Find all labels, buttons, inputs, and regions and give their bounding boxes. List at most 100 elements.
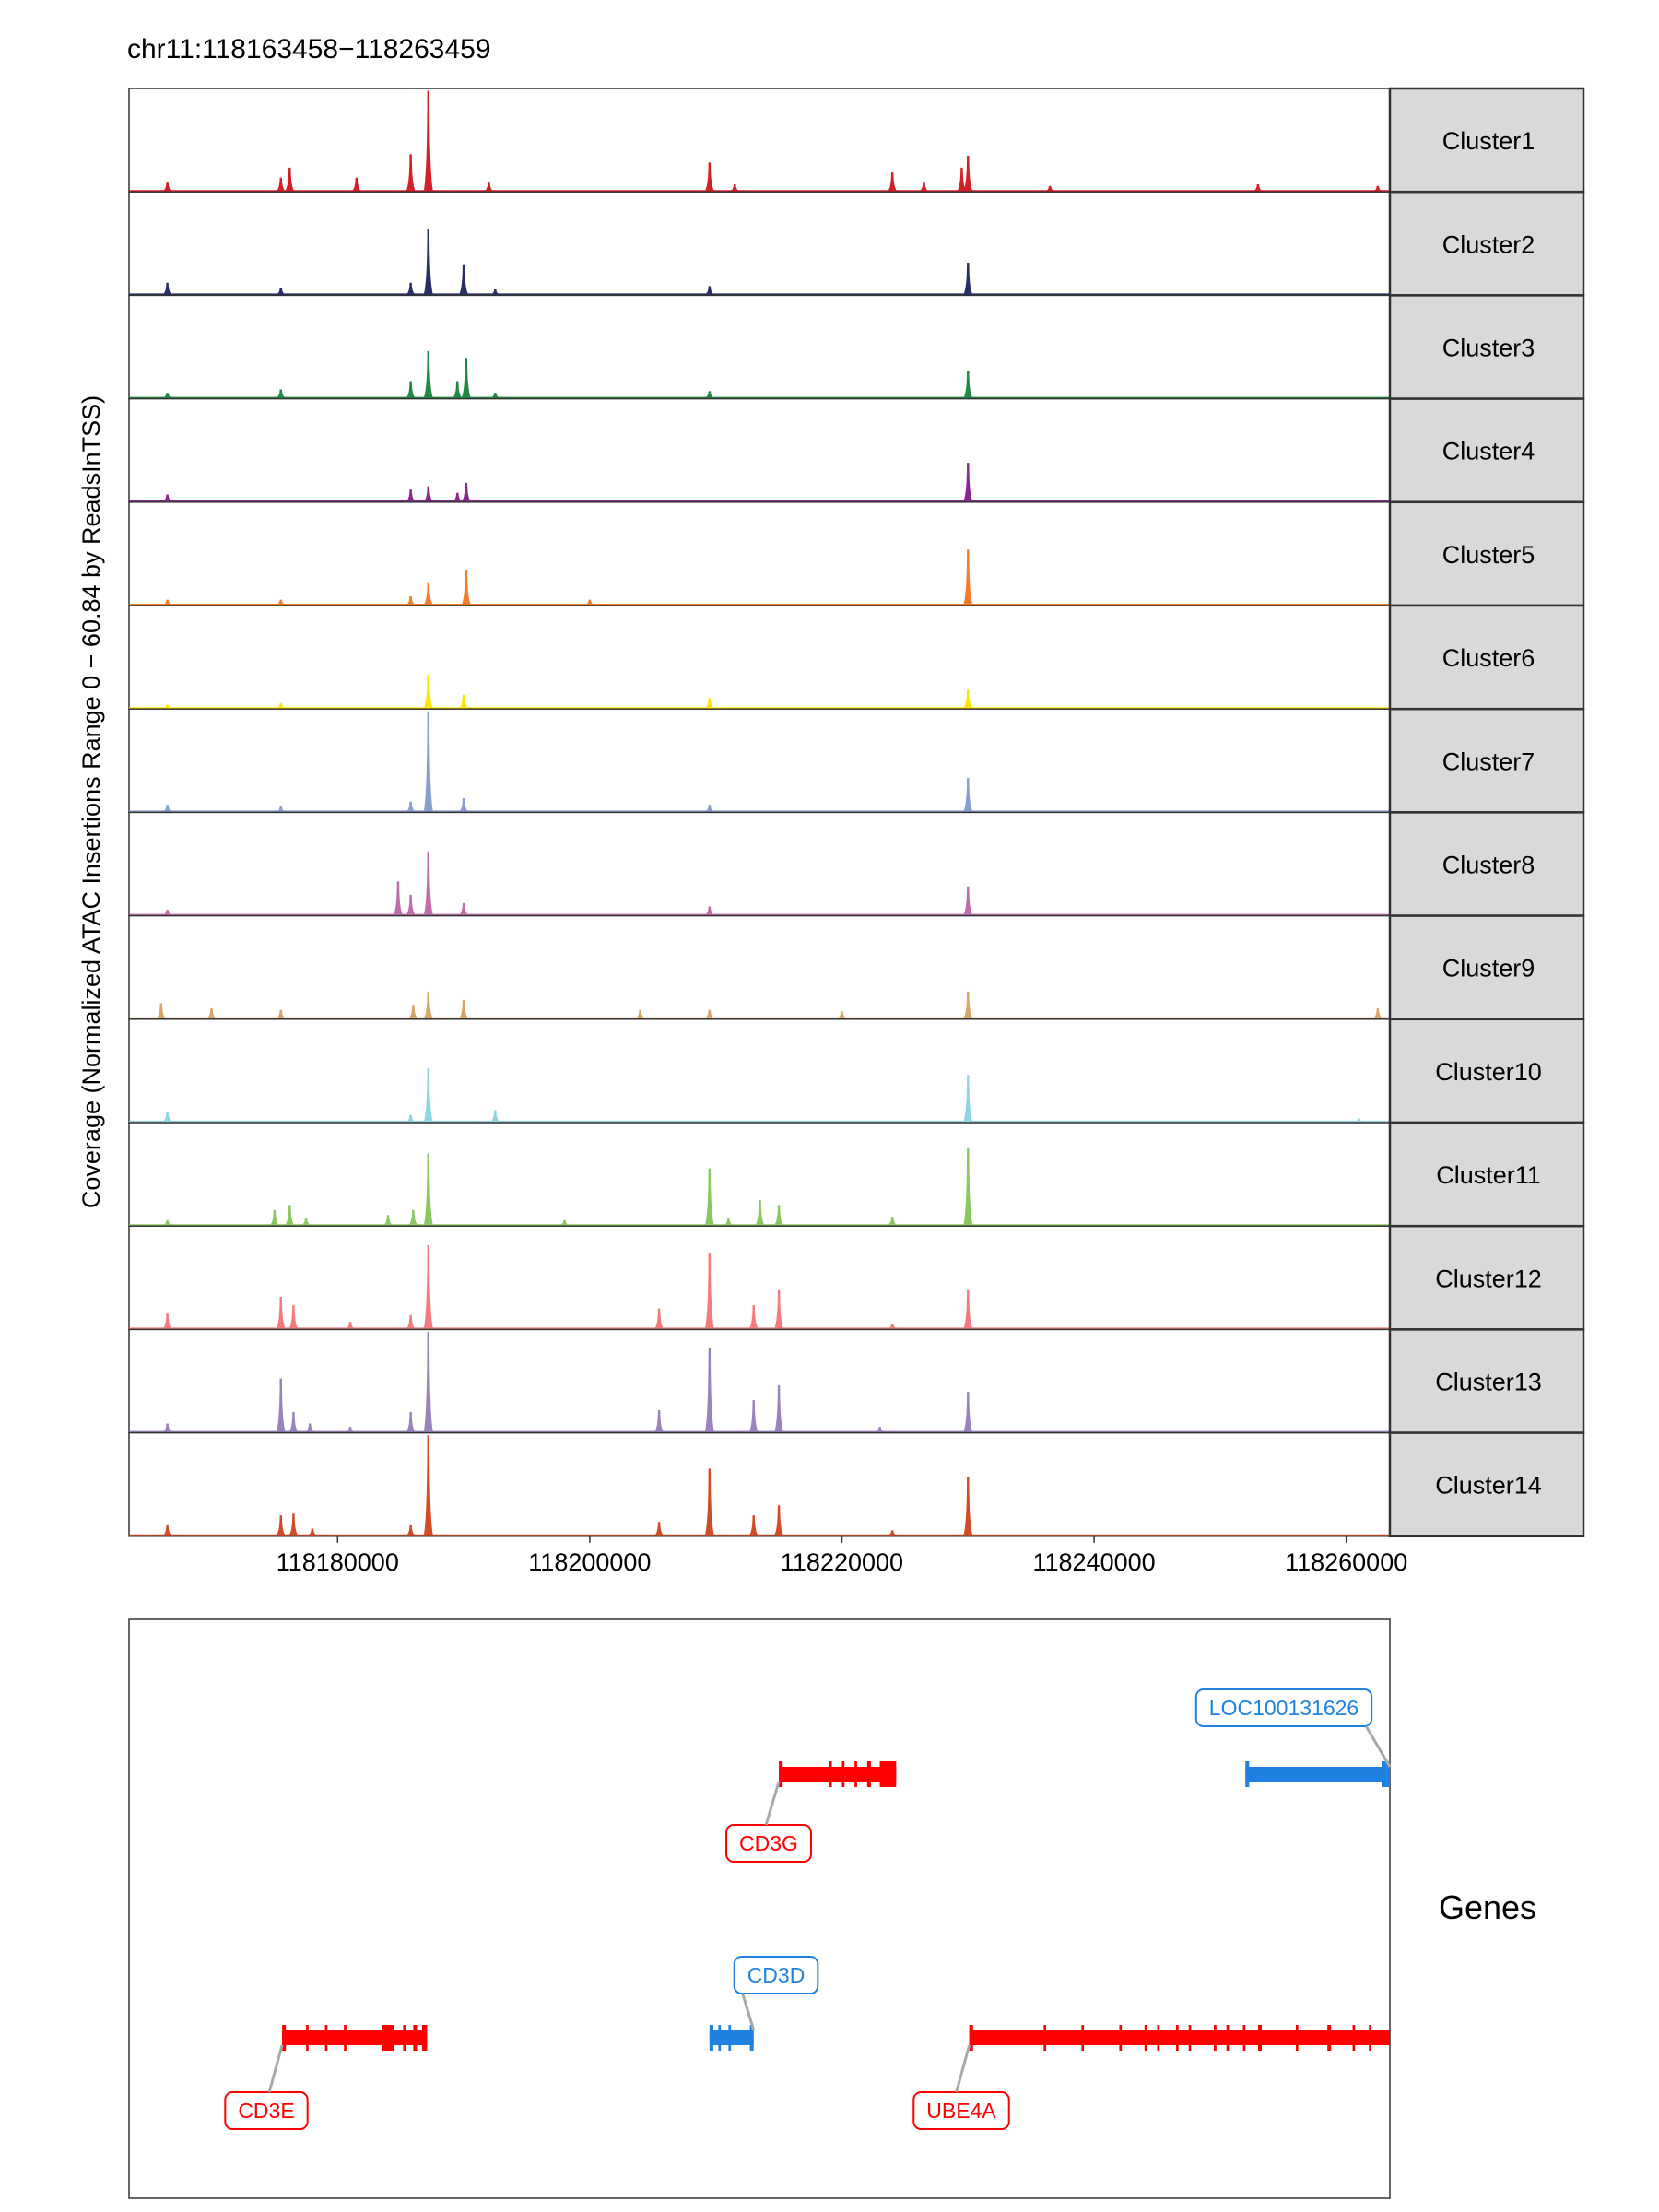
- coverage-peak: [301, 1218, 312, 1226]
- strip-label: Cluster4: [1442, 438, 1535, 465]
- strip-cluster7: [1388, 707, 1585, 814]
- coverage-peak: [162, 805, 172, 812]
- track-cluster12: Cluster12: [128, 1224, 1585, 1331]
- gene-body: [709, 2030, 754, 2045]
- gene-leader-line: [1364, 1725, 1392, 1768]
- strip-cluster9: [1388, 914, 1585, 1021]
- track-panel: [128, 1328, 1391, 1434]
- coverage-peak: [423, 1331, 433, 1432]
- gene-label-box: [912, 2091, 1010, 2130]
- strip-cluster14: [1388, 1431, 1585, 1538]
- coverage-peak: [307, 1528, 317, 1535]
- coverage-peak: [406, 1114, 416, 1122]
- coverage-peak: [704, 906, 714, 915]
- y-axis-label: Coverage (Normalized ATAC Insertions Ran…: [77, 395, 105, 1208]
- gene-exon: [1226, 2025, 1230, 2051]
- gene-exon: [1188, 2025, 1192, 2051]
- track-cluster4: Cluster4: [128, 397, 1585, 504]
- coverage-peak: [963, 991, 973, 1018]
- coverage-peak: [269, 1209, 279, 1226]
- coverage-peak: [459, 902, 469, 915]
- coverage-peak: [888, 1323, 898, 1329]
- coverage-peak: [276, 288, 286, 295]
- coverage-peak: [351, 177, 361, 192]
- coverage-peak: [704, 805, 714, 812]
- coverage-peak: [484, 182, 494, 192]
- coverage-peak: [423, 711, 433, 812]
- gene-label: CD3D: [747, 1963, 806, 1987]
- gene-loc100131626: LOC100131626: [1194, 1688, 1392, 1787]
- coverage-peak: [704, 391, 714, 398]
- track-cluster8: Cluster8: [128, 811, 1585, 917]
- gene-exon: [403, 2025, 406, 2051]
- coverage-peak: [276, 806, 286, 812]
- coverage-peak: [162, 282, 172, 295]
- coverage-peak: [276, 1378, 286, 1432]
- track-panel: [128, 501, 1391, 606]
- coverage-peak: [654, 1308, 665, 1329]
- coverage-peak: [888, 172, 898, 192]
- coverage-peak: [730, 183, 740, 192]
- gene-exon: [1381, 1761, 1390, 1787]
- gene-exon: [1176, 2025, 1179, 2051]
- coverage-peak: [285, 167, 295, 192]
- coverage-peak: [423, 851, 433, 915]
- gene-exon: [421, 2025, 428, 2051]
- strip-cluster2: [1388, 190, 1585, 297]
- strip-label: Cluster6: [1442, 644, 1535, 672]
- strip-label: Cluster10: [1435, 1058, 1542, 1086]
- track-panel: [128, 914, 1391, 1020]
- coverage-peak: [919, 182, 929, 192]
- gene-cd3d: CD3D: [709, 1956, 819, 2051]
- gene-exon: [1242, 2025, 1246, 2051]
- coverage-peak: [345, 1322, 355, 1329]
- x-tick-label: 118240000: [1033, 1548, 1156, 1576]
- coverage-peak: [406, 595, 416, 605]
- coverage-peak: [406, 801, 416, 812]
- coverage-peak: [393, 881, 403, 915]
- coverage-peak: [453, 381, 463, 398]
- track-cluster13: Cluster13: [128, 1328, 1585, 1434]
- coverage-peak: [963, 1392, 973, 1432]
- strip-label: Cluster14: [1435, 1472, 1542, 1500]
- gene-exon: [1369, 2025, 1372, 2051]
- coverage-peak: [206, 1007, 217, 1018]
- gene-exon: [282, 2025, 287, 2051]
- track-cluster7: Cluster7: [128, 707, 1585, 814]
- coverage-peak: [1372, 1007, 1382, 1018]
- coverage-peak: [423, 582, 433, 605]
- strip-cluster6: [1388, 604, 1585, 711]
- genes-panel: Genes LOC100131626 CD3G CD3D CD3E UBE4A: [128, 1618, 1536, 2199]
- coverage-peak: [423, 90, 433, 192]
- coverage-peak: [1354, 1118, 1364, 1122]
- coverage-peak: [345, 1427, 355, 1432]
- coverage-peak: [963, 689, 973, 709]
- coverage-peak: [459, 694, 469, 709]
- coverage-peak: [963, 778, 973, 812]
- coverage-peak: [423, 229, 433, 295]
- strip-label: Cluster3: [1442, 335, 1535, 362]
- coverage-peak: [459, 797, 469, 812]
- coverage-peak: [406, 894, 416, 915]
- coverage-peak: [774, 1289, 784, 1329]
- track-cluster9: Cluster9: [128, 914, 1585, 1021]
- gene-exon: [841, 1761, 845, 1787]
- strip-label: Cluster11: [1436, 1161, 1541, 1189]
- gene-exon: [1245, 1761, 1250, 1787]
- gene-label: LOC100131626: [1209, 1696, 1359, 1720]
- strip-label: Cluster13: [1435, 1369, 1542, 1396]
- gene-body: [1245, 1767, 1390, 1782]
- genes-label: Genes: [1439, 1888, 1536, 1926]
- track-panel: [128, 294, 1391, 400]
- gene-exon: [324, 2025, 328, 2051]
- coverage-peak: [704, 1253, 714, 1329]
- gene-label-box: [725, 1824, 812, 1863]
- coverage-peak: [635, 1009, 645, 1018]
- coverage-peak: [875, 1427, 885, 1432]
- gene-exon: [879, 1761, 897, 1787]
- coverage-peak: [490, 288, 500, 295]
- gene-exon: [779, 1761, 783, 1787]
- track-panel: [128, 1018, 1391, 1124]
- coverage-peak: [288, 1411, 299, 1432]
- coverage-peak: [276, 702, 286, 709]
